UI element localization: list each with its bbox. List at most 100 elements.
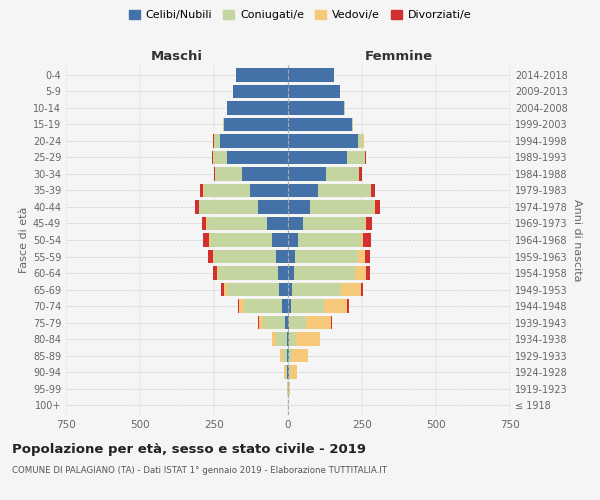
Bar (263, 316, 285, 330)
Bar (282, 300, 288, 313)
Bar (244, 300, 282, 313)
Bar (288, 316, 289, 330)
Bar (358, 134, 364, 147)
Bar (208, 250, 213, 264)
Bar (289, 382, 290, 396)
Bar (288, 283, 292, 296)
Bar (326, 167, 359, 180)
Bar (202, 216, 206, 230)
Bar (223, 118, 224, 131)
Bar (218, 266, 278, 280)
Bar (288, 134, 358, 147)
Bar (359, 167, 362, 180)
Bar (239, 300, 244, 313)
Bar (289, 316, 306, 330)
Bar (287, 332, 288, 346)
Y-axis label: Fasce di età: Fasce di età (19, 207, 29, 273)
Bar (213, 250, 214, 264)
Bar (279, 283, 288, 296)
Text: Maschi: Maschi (151, 50, 203, 62)
Bar (276, 250, 288, 264)
Bar (199, 200, 259, 214)
Bar (290, 366, 298, 379)
Bar (286, 366, 287, 379)
Bar (317, 184, 371, 197)
Bar (214, 134, 220, 147)
Bar (214, 167, 215, 180)
Bar (212, 266, 217, 280)
Bar (298, 233, 361, 247)
Bar (292, 283, 341, 296)
Bar (367, 216, 373, 230)
Bar (296, 332, 320, 346)
Bar (283, 349, 287, 362)
Bar (291, 300, 323, 313)
Bar (284, 366, 286, 379)
Text: Femmine: Femmine (365, 50, 433, 62)
Bar (358, 250, 365, 264)
Bar (227, 150, 288, 164)
Bar (288, 200, 310, 214)
Bar (352, 118, 353, 131)
Bar (200, 184, 203, 197)
Bar (331, 316, 332, 330)
Bar (288, 250, 295, 264)
Bar (238, 300, 239, 313)
Bar (288, 167, 326, 180)
Bar (288, 68, 334, 82)
Bar (221, 283, 224, 296)
Bar (233, 84, 288, 98)
Bar (294, 266, 355, 280)
Bar (278, 266, 288, 280)
Bar (227, 101, 288, 114)
Bar (224, 283, 227, 296)
Bar (259, 200, 288, 214)
Bar (227, 283, 279, 296)
Bar (288, 150, 347, 164)
Bar (272, 332, 276, 346)
Bar (365, 250, 370, 264)
Bar (371, 184, 375, 197)
Bar (288, 101, 344, 114)
Text: Popolazione per età, sesso e stato civile - 2019: Popolazione per età, sesso e stato civil… (12, 442, 366, 456)
Bar (276, 332, 287, 346)
Bar (289, 366, 290, 379)
Bar (288, 300, 291, 313)
Text: COMUNE DI PALAGIANO (TA) - Dati ISTAT 1° gennaio 2019 - Elaborazione TUTTITALIA.: COMUNE DI PALAGIANO (TA) - Dati ISTAT 1°… (12, 466, 387, 475)
Bar (215, 167, 242, 180)
Bar (206, 216, 267, 230)
Bar (364, 233, 371, 247)
Bar (250, 184, 288, 197)
Bar (220, 134, 288, 147)
Bar (288, 118, 352, 131)
Bar (367, 266, 370, 280)
Bar (288, 332, 289, 346)
Bar (347, 150, 365, 164)
Bar (272, 233, 288, 247)
Bar (289, 349, 292, 362)
Bar (365, 150, 366, 164)
Bar (209, 233, 272, 247)
Bar (323, 300, 347, 313)
Bar (267, 216, 288, 230)
Bar (374, 200, 375, 214)
Bar (303, 216, 365, 230)
Bar (242, 167, 288, 180)
Bar (288, 266, 294, 280)
Bar (347, 300, 349, 313)
Bar (236, 68, 288, 82)
Bar (285, 316, 288, 330)
Bar (289, 332, 296, 346)
Bar (288, 233, 298, 247)
Bar (214, 250, 276, 264)
Bar (306, 316, 331, 330)
Bar (288, 184, 317, 197)
Bar (361, 283, 363, 296)
Bar (295, 250, 358, 264)
Bar (288, 216, 303, 230)
Bar (212, 150, 227, 164)
Bar (361, 233, 364, 247)
Y-axis label: Anni di nascita: Anni di nascita (572, 198, 582, 281)
Bar (196, 200, 199, 214)
Bar (375, 200, 380, 214)
